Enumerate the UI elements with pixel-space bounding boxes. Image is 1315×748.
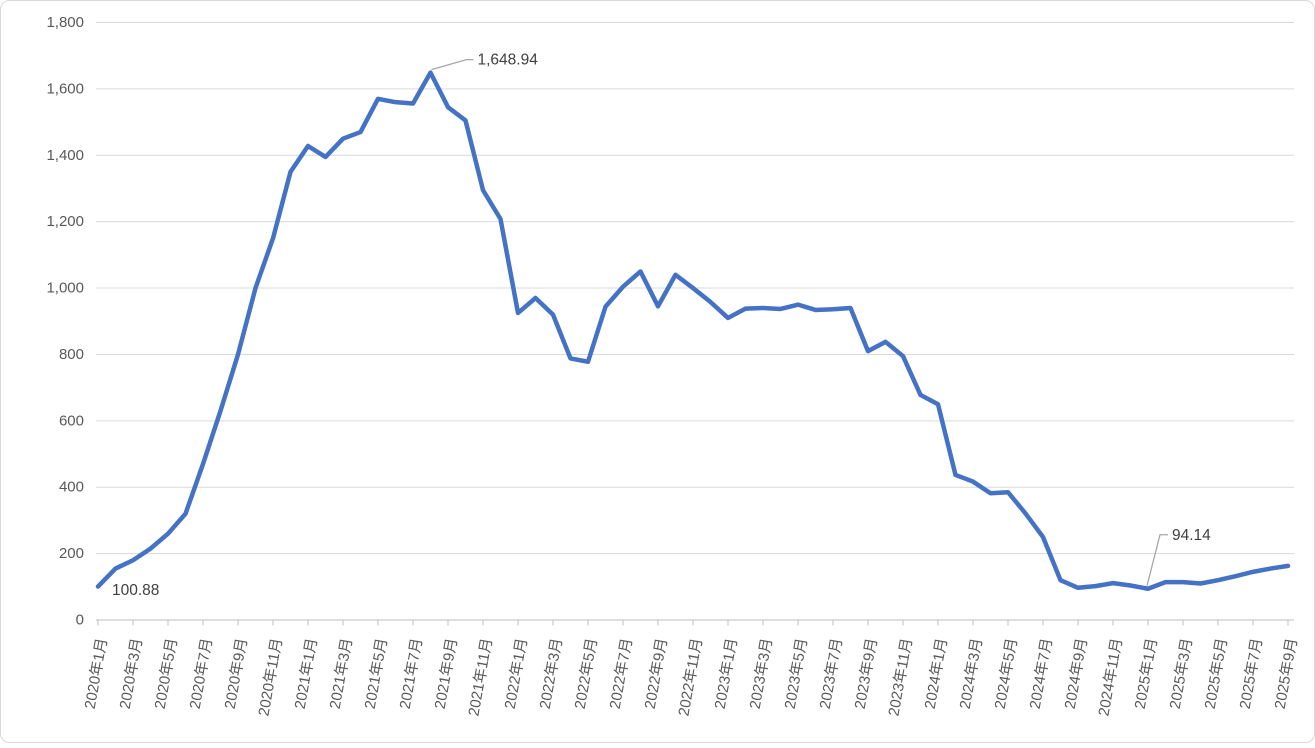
series-polyline xyxy=(95,70,1291,592)
data-annotations: 100.88 1,648.94 94.14 xyxy=(112,52,1211,599)
annotation-leader-line xyxy=(431,58,474,71)
x-axis-line xyxy=(96,619,1294,626)
data-series-line xyxy=(95,70,1291,592)
y-tick-label: 0 xyxy=(76,612,84,629)
y-tick-label: 800 xyxy=(59,346,84,363)
y-tick-label: 1,400 xyxy=(46,147,84,164)
gridlines xyxy=(96,22,1294,555)
y-axis-tick-labels: 0 200 400 600 800 1,000 1,200 1,400 1,600 1,800 xyxy=(46,14,84,629)
y-tick-label: 400 xyxy=(59,479,84,496)
y-tick-label: 1,200 xyxy=(46,213,84,230)
y-tick-label: 1,600 xyxy=(46,80,84,97)
y-tick-label: 1,000 xyxy=(46,280,84,297)
y-tick-label: 200 xyxy=(59,545,84,562)
data-label: 94.14 xyxy=(1172,527,1211,544)
annotation-leader-line xyxy=(1146,534,1168,586)
data-label: 100.88 xyxy=(112,582,159,599)
y-tick-label: 600 xyxy=(59,412,84,429)
y-tick-label: 1,800 xyxy=(46,14,84,31)
data-label: 1,648.94 xyxy=(478,52,539,69)
